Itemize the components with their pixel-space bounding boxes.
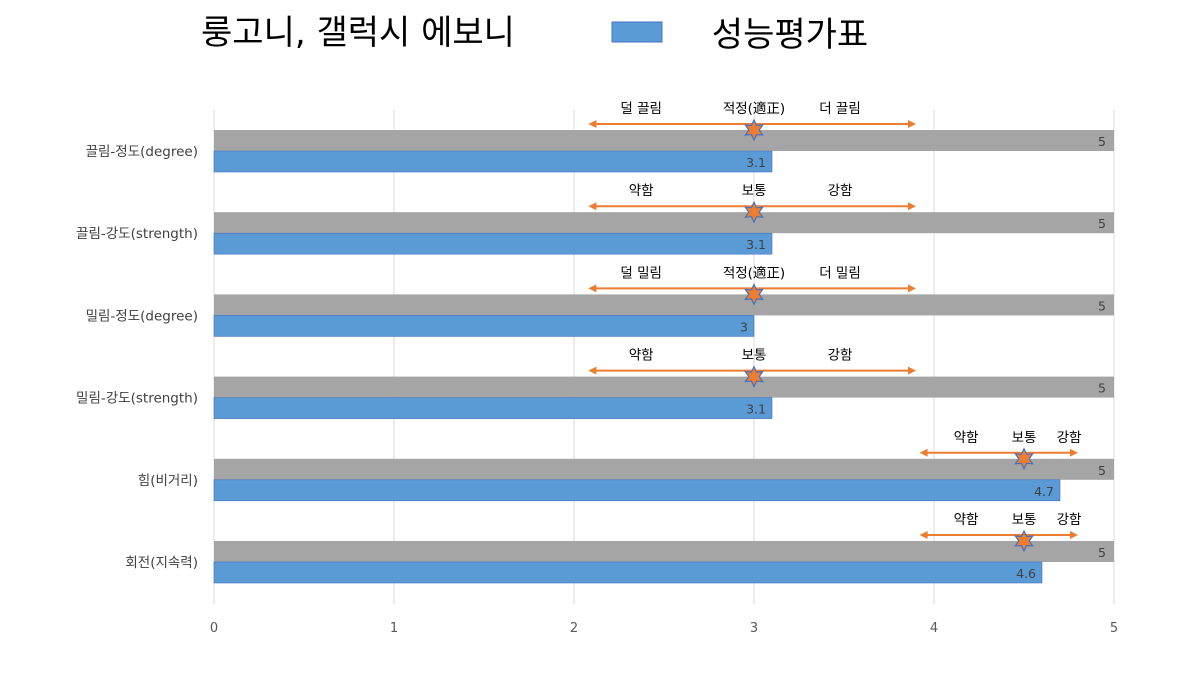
axes: 0 1 2 3 4 5 끌림-정도(degree) 끌림-강도(strength) 밀림-정도(… [76,144,1118,636]
data-label-score: 3 [740,319,748,334]
arrow-right-icon [1070,448,1078,457]
x-tick-label: 3 [750,621,758,636]
x-tick-label: 1 [390,621,398,636]
x-tick-label: 5 [1110,621,1118,636]
data-label-max: 5 [1098,381,1106,396]
marker-star-icon [744,200,764,224]
bars: 5 3.1 5 3.1 5 3 5 3.1 5 4.7 5 4.6 [213,130,1114,584]
arrow-right-icon [1070,531,1078,539]
data-label-score: 3.1 [746,155,766,170]
bar-max [214,376,1114,398]
bar-score [213,232,773,255]
data-label-max: 5 [1098,134,1106,149]
arrow-left-icon [588,202,597,211]
bar-score [213,315,755,337]
data-label-max: 5 [1098,216,1106,231]
category-label: 밀림-정도(degree) [86,308,198,324]
annotation-low: 약함 [954,512,979,528]
annotation-mid: 적정(適正) [723,264,785,281]
gridlines [213,110,1115,604]
annotation-mid: 보통 [1012,512,1037,528]
x-tick-label: 0 [210,621,218,636]
arrow-left-icon [919,531,928,539]
annotation-low: 약함 [629,183,654,199]
bar-max [214,212,1114,234]
annotation-low: 약함 [629,348,654,364]
annotation-low: 덜 밀림 [620,265,662,281]
annotation-high: 강함 [828,348,853,364]
category-label: 끌림-강도(strength) [76,226,198,242]
marker-star-icon [1014,447,1034,471]
bar-score [213,479,1061,502]
data-label-score: 4.7 [1034,484,1054,499]
arrow-left-icon [588,284,597,293]
arrow-left-icon [919,448,928,457]
arrow-right-icon [908,202,916,211]
annotation-high: 강함 [1057,430,1082,446]
marker-star-icon [744,118,764,142]
category-label: 밀림-강도(strength) [76,391,198,407]
annotation-high: 강함 [1057,512,1082,528]
arrow-right-icon [908,120,916,128]
annotation-high: 더 밀림 [819,265,861,281]
marker-star-icon [1014,529,1034,553]
bar-max [214,130,1114,151]
arrow-left-icon [588,366,597,375]
annotation-low: 약함 [954,430,979,446]
bar-max [214,541,1114,562]
data-label-score: 3.1 [746,237,766,252]
arrow-left-icon [588,120,597,128]
bar-score [213,561,1043,584]
annotation-high: 더 끌림 [819,101,861,117]
data-label-max: 5 [1098,463,1106,478]
arrow-right-icon [908,366,916,375]
annotation-high: 강함 [828,183,853,199]
annotation-mid: 적정(適正) [723,100,785,117]
annotation-low: 덜 끌림 [620,101,662,117]
bar-max [214,458,1114,480]
category-label: 힘(비거리) [138,473,198,489]
data-label-score: 3.1 [746,402,766,417]
arrow-right-icon [908,284,916,293]
legend-swatch [611,21,663,43]
x-tick-label: 4 [930,621,938,636]
annotation-mid: 보통 [1012,430,1037,446]
bar-max [214,294,1114,316]
bar-score [213,150,773,173]
marker-star-icon [744,282,764,306]
chart-title: 룽고니, 갤럭시 에보니 [201,13,515,53]
annotation-mid: 보통 [742,183,767,199]
bar-score [213,397,773,419]
data-label-max: 5 [1098,298,1106,313]
data-label-max: 5 [1098,545,1106,560]
marker-star-icon [744,365,764,389]
category-label: 회전(지속력) [125,555,198,571]
annotation-mid: 보통 [742,348,767,364]
x-tick-label: 2 [570,621,578,636]
legend-label: 성능평가표 [712,15,868,55]
data-label-score: 4.6 [1016,566,1036,581]
category-label: 끌림-정도(degree) [86,144,198,160]
